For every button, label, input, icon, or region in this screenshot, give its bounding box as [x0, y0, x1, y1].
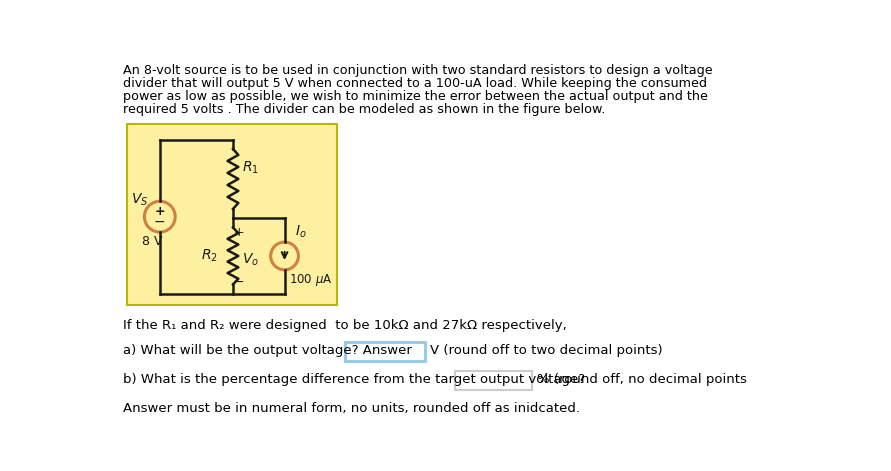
Text: divider that will output 5 V when connected to a 100-uA load. While keeping the : divider that will output 5 V when connec…	[123, 77, 707, 90]
Text: % (round off, no decimal points: % (round off, no decimal points	[537, 373, 747, 386]
Text: $I_o$: $I_o$	[295, 224, 307, 240]
Text: +: +	[233, 226, 244, 239]
Text: b) What is the percentage difference from the target output voltage?: b) What is the percentage difference fro…	[123, 373, 585, 386]
Bar	[345, 342, 426, 361]
Bar	[455, 372, 533, 390]
Bar	[127, 124, 337, 305]
Text: 8 V: 8 V	[142, 235, 162, 248]
Text: $R_1$: $R_1$	[242, 159, 259, 176]
Text: power as low as possible, we wish to minimize the error between the actual outpu: power as low as possible, we wish to min…	[123, 90, 707, 104]
Text: −: −	[154, 215, 166, 229]
Text: Answer must be in numeral form, no units, rounded off as inidcated.: Answer must be in numeral form, no units…	[123, 402, 580, 415]
Text: An 8-volt source is to be used in conjunction with two standard resistors to des: An 8-volt source is to be used in conjun…	[123, 64, 713, 77]
Text: $V_S$: $V_S$	[131, 192, 149, 208]
Text: 100 $\mu$A: 100 $\mu$A	[290, 272, 332, 288]
Text: a) What will be the output voltage? Answer: a) What will be the output voltage? Answ…	[123, 344, 412, 357]
Text: $R_2$: $R_2$	[200, 248, 217, 264]
Text: required 5 volts . The divider can be modeled as shown in the figure below.: required 5 volts . The divider can be mo…	[123, 104, 605, 116]
Text: V (round off to two decimal points): V (round off to two decimal points)	[430, 344, 663, 357]
Text: −: −	[233, 276, 244, 289]
Text: $V_o$: $V_o$	[242, 252, 259, 268]
Text: +: +	[154, 205, 165, 218]
Text: If the R₁ and R₂ were designed  to be 10kΩ and 27kΩ respectively,: If the R₁ and R₂ were designed to be 10k…	[123, 319, 567, 332]
